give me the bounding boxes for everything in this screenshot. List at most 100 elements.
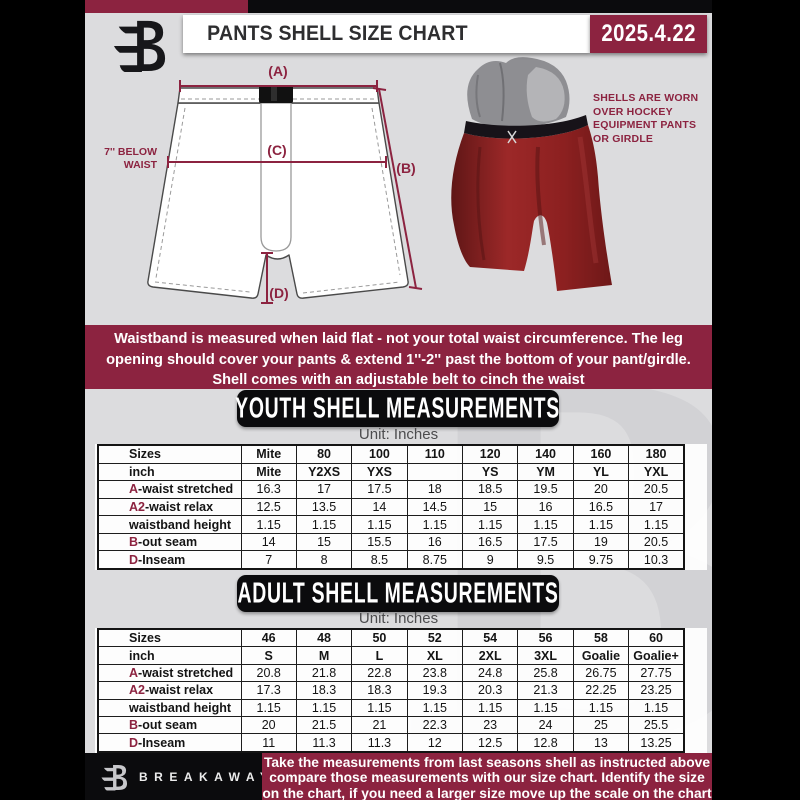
row-label: Sizes <box>97 628 242 648</box>
table-cell: 140 <box>517 444 574 464</box>
row-label-text: inch <box>129 464 155 479</box>
adult-section-header: ADULT SHELL MEASUREMENTS <box>237 575 559 612</box>
table-cell: 15 <box>295 532 353 552</box>
table-cell: 9 <box>461 550 519 570</box>
row-label-text: waistband height <box>129 517 232 532</box>
row-label-accent: D <box>129 735 139 750</box>
row-label-accent: A <box>129 666 139 681</box>
table-row: B-out seam 20 21.5 21 22.3 23 24 25 25.5 <box>97 716 685 735</box>
table-cell: Goalie <box>572 646 630 665</box>
table-cell: 20.8 <box>240 663 297 683</box>
table-cell: 14 <box>240 532 297 552</box>
shell-measurement-diagram: (A) (C) (B) (D) 7'' BELOW WAIST <box>104 63 423 304</box>
table-cell: 1.15 <box>517 698 574 718</box>
table-row: Sizes Mite 80 100 110 120 140 160 180 <box>97 444 685 464</box>
row-label-text: -Inseam <box>138 552 186 567</box>
table-cell: 18 <box>406 480 464 499</box>
table-cell: 9.5 <box>517 550 574 570</box>
breakaway-logo-icon <box>101 764 128 790</box>
row-label-text: -out seam <box>138 718 198 733</box>
measure-annotations: (A) (C) (B) (D) 7'' BELOW WAIST <box>104 63 423 304</box>
top-band <box>85 0 712 13</box>
title-bar: PANTS SHELL SIZE CHART <box>183 15 590 53</box>
table-cell: Goalie+ <box>628 646 685 665</box>
table-cell: 27.75 <box>628 663 685 683</box>
table-cell: 12.5 <box>240 497 297 517</box>
table-cell: Mite <box>240 444 297 464</box>
table-cell: 180 <box>628 444 685 464</box>
table-cell: 18.3 <box>351 681 408 700</box>
table-cell: 17 <box>628 497 685 517</box>
breakaway-logo-icon <box>113 20 166 72</box>
table-row: A2-waist relax 17.3 18.3 18.3 19.3 20.3 21.3 22… <box>97 681 685 700</box>
table-cell: 13.5 <box>295 497 353 517</box>
table-row: A-waist stretched 16.3 17 17.5 18 18.5 19.5 20 2… <box>97 480 685 499</box>
table-cell: 13 <box>572 733 630 753</box>
table-cell: 20.5 <box>628 480 685 499</box>
table-cell: 22.8 <box>351 663 408 683</box>
page-title: PANTS SHELL SIZE CHART <box>207 22 468 45</box>
table-cell: 21.3 <box>517 681 574 700</box>
table-cell: 26.75 <box>572 663 630 683</box>
table-row: D-Inseam 11 11.3 11.3 12 12.5 12.8 13 13.25 <box>97 733 685 753</box>
row-label-accent: A2 <box>129 499 145 514</box>
table-cell: 8 <box>295 550 353 570</box>
shorts-outline <box>147 85 409 299</box>
row-label-text: -Inseam <box>138 735 186 750</box>
table-cell: M <box>295 646 353 665</box>
row-label-text: waistband height <box>129 700 232 715</box>
row-label: D-Inseam <box>97 550 242 570</box>
table-cell: 54 <box>461 628 519 648</box>
photo-caption-line: SHELLS ARE WORN <box>593 92 699 104</box>
table-cell: 1.15 <box>628 515 685 534</box>
table-cell: YL <box>572 462 630 482</box>
table-cell: 24 <box>517 716 574 735</box>
table-cell: 1.15 <box>406 698 464 718</box>
row-label-text: -waist stretched <box>138 482 234 497</box>
footer-note: Take the measurements from last seasons … <box>262 753 712 800</box>
table-cell: 1.15 <box>461 515 519 534</box>
table-cell: XL <box>406 646 464 665</box>
table-cell: 22.25 <box>572 681 630 700</box>
table-cell: 7 <box>240 550 297 570</box>
table-cell: 46 <box>240 628 297 648</box>
table-cell: 2XL <box>461 646 519 665</box>
table-cell: 21 <box>351 716 408 735</box>
table-cell: 15 <box>461 497 519 517</box>
table-cell: 21.8 <box>295 663 353 683</box>
table-cell: YXS <box>351 462 408 482</box>
youth-unit-label: Unit: Inches <box>358 426 439 443</box>
footer-note-line: compare those measurements with our size… <box>269 770 705 786</box>
table-cell: 1.15 <box>295 515 353 534</box>
row-label: A2-waist relax <box>97 497 242 517</box>
adult-table-panel: Sizes 46 48 50 52 54 56 58 60 inch S M L XL 2XL 3XL Goal… <box>95 628 707 753</box>
table-row: waistband height 1.15 1.15 1.15 1.15 1.15 1.15… <box>97 515 685 534</box>
table-cell: 60 <box>628 628 685 648</box>
table-cell: 23.8 <box>406 663 464 683</box>
measure-label-d: (D) <box>269 285 288 301</box>
row-label-text: -out seam <box>138 535 198 550</box>
row-label: A-waist stretched <box>97 663 242 683</box>
table-cell: 14 <box>351 497 408 517</box>
row-label: A-waist stretched <box>97 480 242 499</box>
row-label: waistband height <box>97 698 242 718</box>
table-cell: 18.3 <box>295 681 353 700</box>
table-cell: 1.15 <box>572 515 630 534</box>
table-cell: 12.5 <box>461 733 519 753</box>
table-cell: 23 <box>461 716 519 735</box>
table-cell: 52 <box>406 628 464 648</box>
table-cell: YM <box>517 462 574 482</box>
table-cell: 11 <box>240 733 297 753</box>
table-cell: 11.3 <box>351 733 408 753</box>
table-cell: 80 <box>295 444 353 464</box>
row-label: B-out seam <box>97 532 242 552</box>
row-label-text: Sizes <box>129 447 161 462</box>
row-label-accent: B <box>129 718 139 733</box>
table-cell: S <box>240 646 297 665</box>
footer-brand-box: BREAKAWAY <box>85 753 268 800</box>
footer-note-line: Take the measurements from last seasons … <box>263 755 711 770</box>
photo-caption-line: EQUIPMENT PANTS <box>593 119 697 131</box>
table-cell: 12.8 <box>517 733 574 753</box>
youth-table-panel: Sizes Mite 80 100 110 120 140 160 180 inch Mite Y2X… <box>95 444 707 570</box>
below-waist-label-line1: 7'' BELOW <box>104 146 157 158</box>
